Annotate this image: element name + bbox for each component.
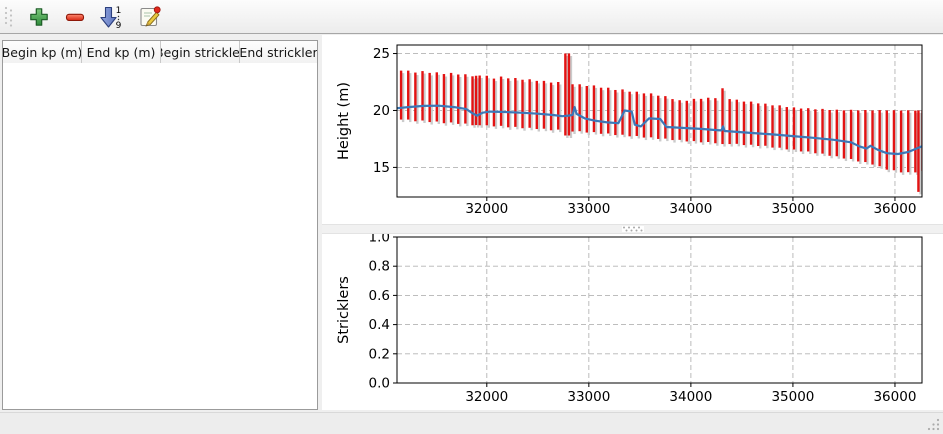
table-header-row: Begin kp (m) End kp (m) Begin strickler … — [3, 41, 317, 64]
plus-icon — [30, 7, 48, 26]
svg-text:0.8: 0.8 — [369, 259, 390, 275]
splitter-grip-icon — [621, 226, 644, 232]
minus-icon — [65, 13, 85, 21]
svg-text:34000: 34000 — [669, 201, 712, 217]
svg-text:0.4: 0.4 — [369, 317, 390, 333]
svg-text:33000: 33000 — [567, 201, 610, 217]
svg-text:0.2: 0.2 — [369, 346, 390, 362]
height-chart: 32000 33000 34000 35000 36000 15 20 25 Height (m… — [322, 35, 943, 224]
toolbar-drag-handle[interactable] — [3, 5, 15, 29]
svg-text:15: 15 — [373, 160, 390, 176]
svg-text:32000: 32000 — [465, 389, 508, 405]
sort-badge-top: 1 — [116, 6, 122, 16]
svg-text:35000: 35000 — [771, 201, 814, 217]
svg-text:32000: 32000 — [465, 201, 508, 217]
svg-text:20: 20 — [373, 103, 390, 119]
svg-text:0.0: 0.0 — [369, 376, 390, 392]
charts-splitter[interactable] — [322, 224, 943, 234]
sort-numeric-icon: 1 9 — [100, 6, 122, 30]
remove-row-button[interactable] — [60, 3, 90, 31]
edit-button[interactable] — [135, 3, 165, 31]
add-row-button[interactable] — [24, 3, 54, 31]
status-bar — [0, 412, 943, 434]
svg-text:33000: 33000 — [567, 389, 610, 405]
svg-text:Stricklers: Stricklers — [336, 276, 352, 344]
sort-badge-bottom: 9 — [116, 21, 122, 30]
sort-rows-button[interactable]: 1 9 — [96, 3, 126, 31]
svg-text:1.0: 1.0 — [369, 234, 390, 246]
svg-text:Height (m): Height (m) — [336, 82, 352, 160]
resize-grip-icon — [927, 418, 940, 431]
svg-text:36000: 36000 — [873, 389, 916, 405]
edit-icon — [140, 5, 161, 27]
svg-text:0.6: 0.6 — [369, 288, 390, 304]
zones-table: Begin kp (m) End kp (m) Begin strickler … — [2, 40, 318, 410]
column-header-end-kp[interactable]: End kp (m) — [82, 41, 161, 63]
stricklers-chart: 32000 33000 34000 35000 36000 0.0 0.2 0.4 0.6 0.8… — [322, 234, 943, 410]
column-header-begin-strickler[interactable]: Begin strickler — [161, 41, 240, 63]
svg-text:34000: 34000 — [669, 389, 712, 405]
svg-text:35000: 35000 — [771, 389, 814, 405]
charts-panel: 32000 33000 34000 35000 36000 15 20 25 Height (m… — [322, 35, 943, 410]
toolbar: 1 9 — [0, 0, 943, 34]
column-header-begin-kp[interactable]: Begin kp (m) — [3, 41, 82, 63]
window-resize-grip[interactable] — [925, 416, 941, 432]
svg-text:25: 25 — [373, 46, 390, 62]
column-header-end-strickler[interactable]: End strickler — [240, 44, 317, 60]
table-body[interactable] — [3, 63, 317, 409]
grip-dots-icon — [4, 6, 13, 27]
svg-text:36000: 36000 — [873, 201, 916, 217]
